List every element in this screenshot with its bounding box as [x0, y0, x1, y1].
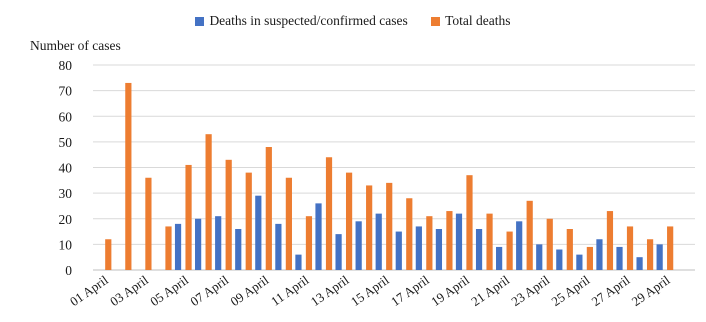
bar-deaths-suspected-confirmed [596, 239, 603, 270]
x-tick-label: 09 April [227, 272, 271, 309]
bar-deaths-suspected-confirmed [616, 246, 623, 270]
x-tick-label: 23 April [508, 272, 552, 309]
y-tick-label: 80 [59, 58, 73, 73]
x-tick-label: 05 April [147, 272, 191, 309]
bar-deaths-suspected-confirmed [335, 234, 342, 270]
bar-total-deaths [667, 226, 674, 270]
bar-total-deaths [446, 211, 453, 270]
bar-total-deaths [325, 157, 333, 270]
x-tick-label: 11 April [268, 272, 312, 309]
bar-deaths-suspected-confirmed [576, 254, 583, 270]
bar-total-deaths [305, 216, 313, 270]
legend-label: Total deaths [445, 13, 511, 28]
bar-deaths-suspected-confirmed [656, 244, 663, 270]
bar-total-deaths [626, 226, 634, 270]
x-tick-label: 13 April [308, 272, 352, 309]
bar-deaths-suspected-confirmed [355, 221, 362, 270]
y-tick-label: 10 [59, 237, 73, 252]
y-axis-title: Number of cases [30, 38, 121, 53]
legend-label: Deaths in suspected/confirmed cases [209, 13, 408, 28]
legend-item-deaths-suspected-confirmed: Deaths in suspected/confirmed cases [195, 13, 408, 29]
bar-deaths-suspected-confirmed [315, 203, 322, 270]
bar-deaths-suspected-confirmed [455, 213, 463, 270]
bar-deaths-suspected-confirmed [195, 218, 202, 270]
bar-deaths-suspected-confirmed [275, 223, 282, 270]
bar-deaths-suspected-confirmed [536, 244, 543, 270]
bar-deaths-suspected-confirmed [415, 226, 422, 270]
bar-deaths-suspected-confirmed [636, 257, 643, 270]
bar-deaths-suspected-confirmed [475, 229, 483, 270]
bar-total-deaths [125, 82, 132, 270]
bar-deaths-suspected-confirmed [496, 246, 503, 270]
y-tick-label: 40 [59, 161, 73, 176]
x-tick-label: 03 April [107, 272, 151, 309]
x-tick-label: 19 April [428, 272, 472, 309]
y-tick-label: 0 [65, 263, 72, 278]
legend-swatch-orange [431, 16, 441, 26]
x-tick-label: 27 April [589, 272, 633, 309]
x-tick-label: 17 April [388, 272, 432, 309]
bar-total-deaths [586, 246, 593, 270]
bar-total-deaths [145, 177, 152, 270]
x-tick-label: 25 April [549, 272, 593, 309]
y-tick-label: 20 [59, 212, 73, 227]
bar-total-deaths [205, 134, 212, 270]
y-tick-label: 50 [59, 135, 73, 150]
bar-deaths-suspected-confirmed [435, 229, 443, 270]
bar-total-deaths [466, 175, 473, 270]
bar-deaths-suspected-confirmed [255, 195, 262, 270]
bar-total-deaths [606, 211, 614, 270]
y-tick-label: 60 [59, 109, 73, 124]
legend: Deaths in suspected/confirmed cases Tota… [0, 13, 706, 30]
bar-deaths-suspected-confirmed [174, 223, 182, 270]
bar-total-deaths [406, 198, 413, 270]
bar-total-deaths [546, 218, 553, 270]
bar-total-deaths [245, 172, 252, 270]
x-tick-label: 15 April [348, 272, 392, 309]
bar-deaths-suspected-confirmed [375, 213, 382, 270]
bar-total-deaths [225, 159, 232, 270]
bar-total-deaths [566, 229, 573, 270]
y-tick-label: 70 [59, 84, 73, 99]
bar-total-deaths [426, 216, 433, 270]
bar-deaths-suspected-confirmed [556, 249, 563, 270]
bar-deaths-suspected-confirmed [395, 231, 402, 270]
bar-deaths-suspected-confirmed [295, 254, 302, 270]
x-tick-label: 21 April [468, 272, 512, 309]
bar-total-deaths [345, 172, 353, 270]
x-tick-label: 01 April [67, 272, 111, 309]
bar-total-deaths [285, 177, 292, 270]
bar-deaths-suspected-confirmed [235, 229, 242, 270]
bar-total-deaths [105, 239, 112, 270]
y-tick-label: 30 [59, 186, 73, 201]
bar-total-deaths [486, 213, 493, 270]
bar-total-deaths [265, 147, 272, 270]
bar-deaths-suspected-confirmed [516, 221, 523, 270]
bar-total-deaths [526, 200, 533, 270]
bar-total-deaths [185, 164, 192, 270]
x-tick-label: 29 April [629, 272, 673, 309]
x-tick-label: 07 April [187, 272, 231, 309]
bar-deaths-suspected-confirmed [215, 216, 222, 270]
bar-total-deaths [386, 182, 393, 270]
bar-total-deaths [165, 226, 172, 270]
legend-swatch-blue [195, 16, 205, 26]
bar-total-deaths [506, 231, 513, 270]
legend-item-total-deaths: Total deaths [431, 13, 511, 29]
bar-total-deaths [646, 239, 654, 270]
bar-total-deaths [366, 185, 373, 270]
